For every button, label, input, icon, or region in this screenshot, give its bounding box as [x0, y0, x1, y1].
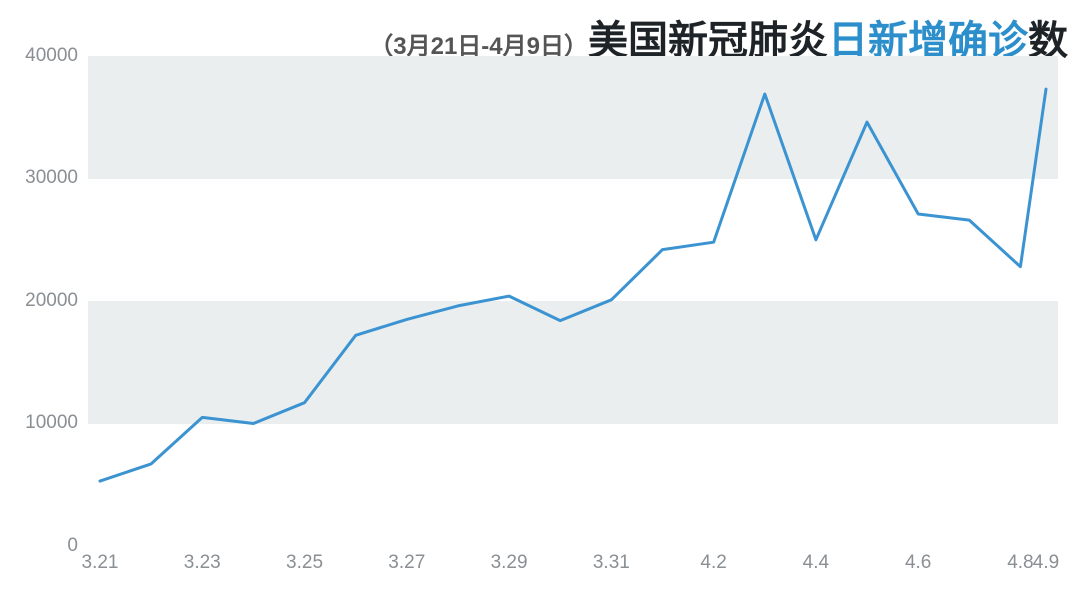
x-axis-label: 4.8: [1007, 552, 1033, 574]
x-axis-label: 3.29: [491, 552, 528, 574]
x-axis-label: 3.25: [286, 552, 323, 574]
y-axis-label: 30000: [0, 167, 78, 189]
y-axis-label: 0: [0, 535, 78, 557]
x-axis-label: 4.2: [700, 552, 726, 574]
y-axis-label: 40000: [0, 45, 78, 67]
x-axis-label: 4.6: [905, 552, 931, 574]
x-axis-label: 4.4: [803, 552, 829, 574]
x-axis-label: 3.21: [82, 552, 119, 574]
chart-line: [100, 89, 1046, 481]
x-axis-label: 4.9: [1033, 552, 1059, 574]
y-axis-label: 20000: [0, 290, 78, 312]
y-axis-label: 10000: [0, 412, 78, 434]
x-axis-label: 3.27: [388, 552, 425, 574]
x-axis-label: 3.23: [184, 552, 221, 574]
chart-plot-area: 0100002000030000400003.213.233.253.273.2…: [0, 56, 1078, 566]
chart-container: { "title": { "date_range": "（3月21日-4月9日）…: [0, 0, 1078, 605]
x-axis-label: 3.31: [593, 552, 630, 574]
chart-line-svg: [88, 56, 1058, 546]
